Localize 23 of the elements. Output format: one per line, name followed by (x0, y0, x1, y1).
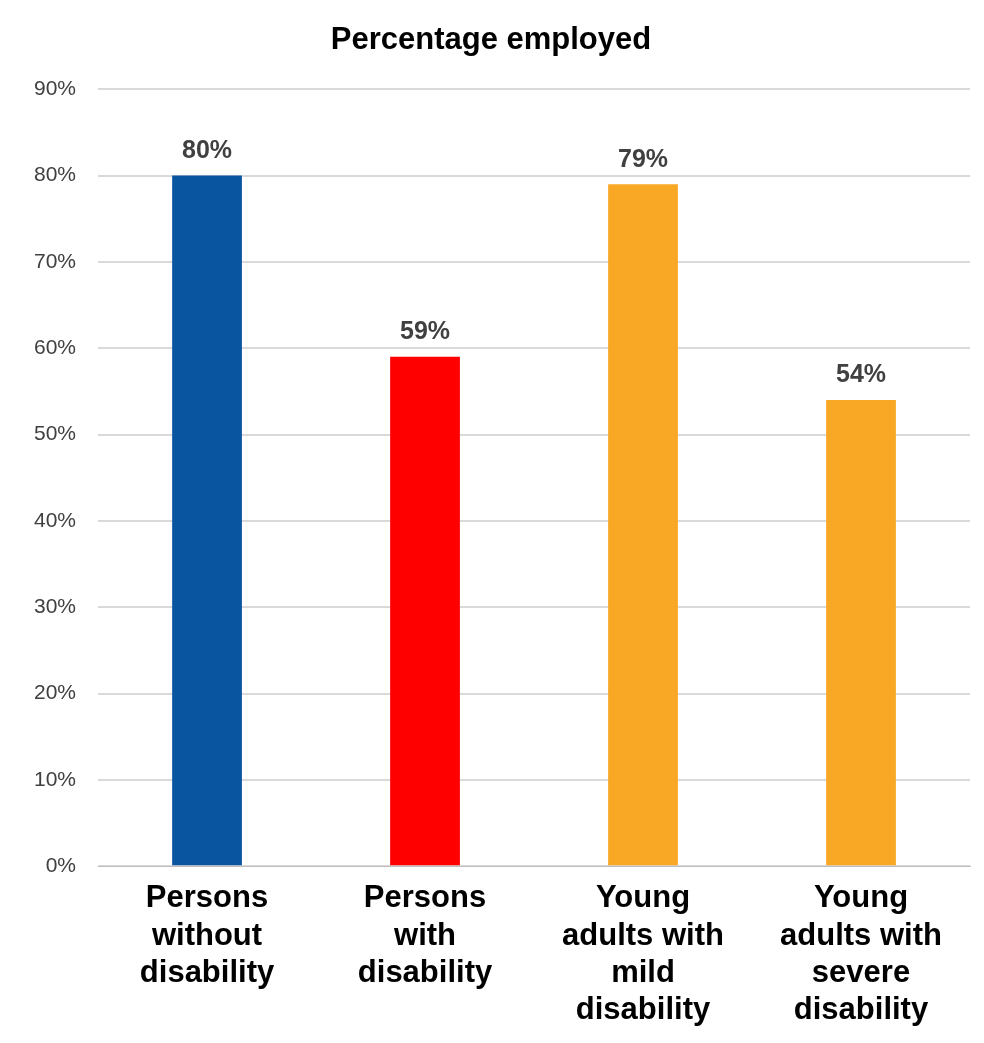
bar (608, 184, 678, 866)
data-label: 59% (400, 316, 451, 345)
data-label: 79% (617, 143, 669, 172)
x-tick-label: Persons with disability (357, 879, 493, 989)
chart-title: Percentage employed (330, 21, 652, 57)
x-tick-label: Young adults with mild disability (562, 879, 724, 1026)
y-tick-label: 40% (34, 507, 77, 531)
data-label: 80% (182, 134, 233, 163)
data-label: 54% (835, 359, 887, 388)
x-tick-label: Persons without disability (139, 879, 275, 989)
bar (390, 356, 460, 866)
y-tick-label: 90% (34, 76, 77, 99)
y-tick-label: 80% (34, 162, 77, 186)
y-tick-label: 60% (34, 335, 77, 358)
bar (172, 175, 242, 866)
y-tick-label: 30% (34, 594, 77, 617)
y-tick-label: 70% (34, 248, 77, 272)
y-tick-label: 0% (45, 853, 77, 876)
bar (826, 400, 896, 866)
y-tick-label: 10% (34, 766, 77, 790)
y-tick-label: 20% (34, 680, 77, 704)
x-tick-label: Young adults with severe disability (780, 879, 942, 1026)
y-tick-label: 50% (34, 421, 77, 445)
